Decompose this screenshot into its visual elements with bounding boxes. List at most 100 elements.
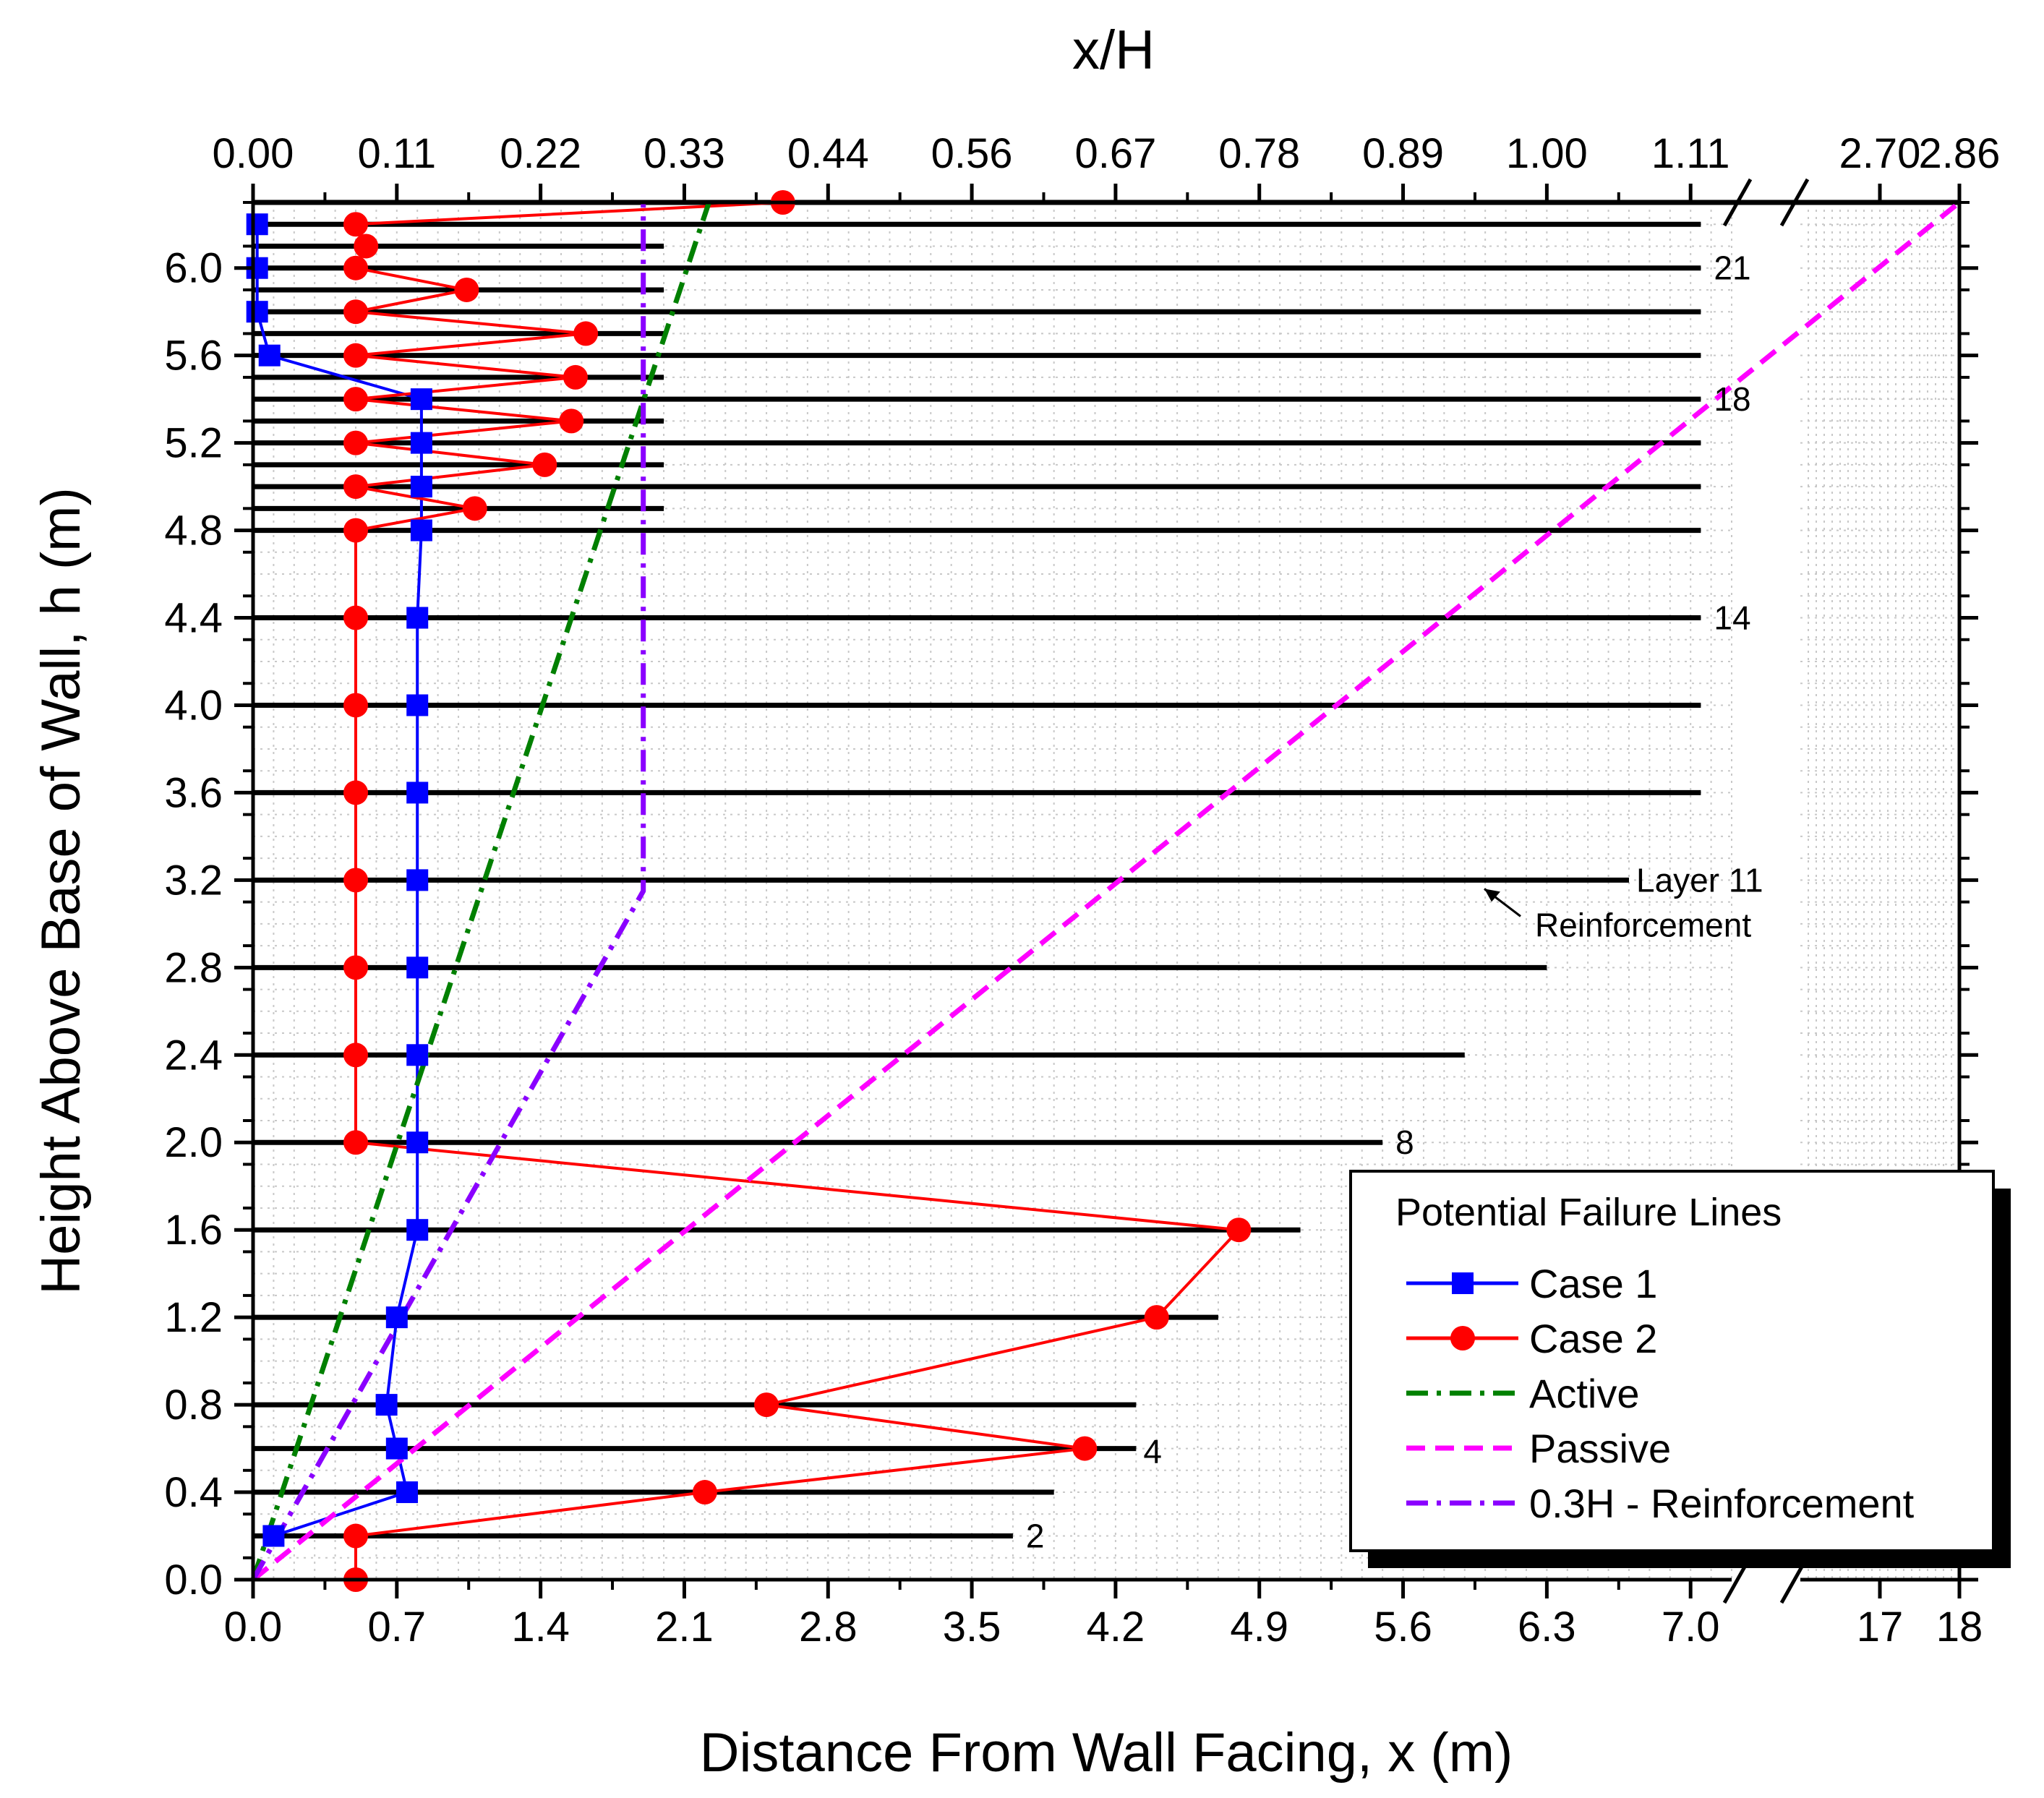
annotation-label: 21 [1714,249,1750,287]
data-point-square [262,1525,285,1547]
top-tick-label: 0.11 [358,130,437,177]
data-point-circle [343,1523,369,1549]
data-point-square [385,1437,408,1460]
top-tick-label: 0.89 [1362,130,1444,177]
data-point-circle [754,1392,779,1418]
top-tick-label: 0.56 [931,130,1013,177]
top-tick-label: 0.00 [213,130,294,177]
data-point-circle [343,780,369,805]
top-tick-label: 2.70 [1839,130,1921,177]
top-tick-label: 0.67 [1074,130,1156,177]
data-point-circle [343,343,369,368]
ticks: 0.0 0.7 1.4 2.1 2.8 3.5 4.2 4.9 5.6 6.3 7.0 17 18 0.0… [164,130,2000,1651]
y-tick-label: 6.0 [164,245,223,292]
data-point-circle [1226,1217,1252,1243]
x-tick-label: 4.2 [1087,1604,1145,1651]
data-point-square [406,607,429,629]
annotation-label: 18 [1714,380,1750,418]
x-tick-label: 17 [1857,1604,1904,1651]
top-axis-title: x/H [1072,20,1155,81]
legend-title: Potential Failure Lines [1395,1191,1782,1234]
data-point-circle [343,255,369,281]
data-point-circle [1072,1436,1098,1461]
legend-label: Active [1529,1371,1640,1416]
data-point-circle [343,693,369,718]
data-point-circle [1144,1305,1169,1330]
y-tick-label: 3.6 [164,769,223,816]
x-tick-label: 3.5 [943,1604,1001,1651]
data-point-circle [559,408,584,434]
annotation-label: 14 [1714,599,1750,637]
data-point-circle [343,474,369,500]
y-tick-label: 1.6 [164,1207,223,1254]
x-tick-label: 6.3 [1518,1604,1576,1651]
data-point-square [258,344,281,367]
data-point-circle [462,496,487,521]
data-point-circle [563,364,588,390]
data-point-square [410,519,432,541]
x-tick-label: 7.0 [1662,1604,1720,1651]
legend-label: 0.3H - Reinforcement [1529,1481,1915,1526]
y-tick-label: 4.4 [164,595,223,642]
annotations: 21 18 14 Layer 11 Reinforcement 8 4 2 [1026,249,1763,1555]
y-tick-label: 2.8 [164,944,223,991]
y-tick-label: 4.0 [164,682,223,729]
series-line-0-3h-reinforcement [250,202,646,1581]
y-axis-title: Height Above Base of Wall, h (m) [30,487,92,1295]
y-tick-label: 4.8 [164,508,223,555]
x-axis-title: Distance From Wall Facing, x (m) [700,1722,1513,1784]
data-point-circle [343,212,369,237]
legend-label: Case 1 [1529,1261,1657,1306]
data-point-circle [343,605,369,630]
data-point-circle [692,1480,717,1505]
top-tick-label: 2.86 [1919,130,2001,177]
x-tick-label: 4.9 [1230,1604,1288,1651]
annotation-arrow-head [1484,889,1500,902]
data-point-circle [343,1130,369,1155]
top-tick-label: 0.44 [787,130,869,177]
data-point-square [246,213,268,236]
annotation-label: 4 [1143,1433,1162,1470]
legend-items: Case 1 Case 2 Active Passive 0.3H - Reinforc… [1406,1261,1915,1526]
legend-label: Passive [1529,1426,1671,1471]
legend-label: Case 2 [1529,1316,1657,1361]
x-tick-label: 1.4 [511,1604,570,1651]
y-tick-label: 0.4 [164,1469,223,1516]
x-tick-label: 18 [1936,1604,1983,1651]
top-tick-label: 0.78 [1218,130,1300,177]
data-point-circle [343,299,369,325]
x-tick-label: 5.6 [1374,1604,1432,1651]
data-point-square [375,1394,398,1416]
axis-break-mark [1779,178,1810,227]
data-point-square [385,1306,408,1329]
y-tick-label: 3.2 [164,857,223,904]
series-markers [246,190,1252,1592]
data-point-circle [532,452,557,477]
data-point-circle [343,518,369,543]
data-point-square [406,694,429,716]
y-tick-label: 1.2 [164,1294,223,1341]
axis-break-mark [1722,178,1753,227]
y-tick-label: 2.0 [164,1119,223,1166]
data-point-circle [343,955,369,980]
data-point-circle [343,430,369,455]
top-tick-label: 1.11 [1651,130,1730,177]
axes [251,178,1962,1604]
data-point-circle [343,1043,369,1068]
data-point-square [410,476,432,498]
data-point-square [406,1044,429,1066]
x-tick-label: 2.1 [655,1604,714,1651]
series-line-active [250,201,711,1581]
annotation-label: Layer 11 [1636,861,1763,899]
y-tick-label: 0.0 [164,1557,223,1604]
y-tick-label: 5.2 [164,420,223,467]
legend-marker-circle [1450,1326,1475,1350]
series-line-passive [251,200,1962,1582]
data-point-square [406,869,429,891]
legend: Potential Failure Lines Case 1 Case 2 Acti… [1349,1170,2011,1568]
y-tick-label: 2.4 [164,1032,223,1079]
data-point-square [406,1219,429,1241]
annotation-label: Reinforcement [1535,906,1751,943]
data-point-circle [343,387,369,412]
